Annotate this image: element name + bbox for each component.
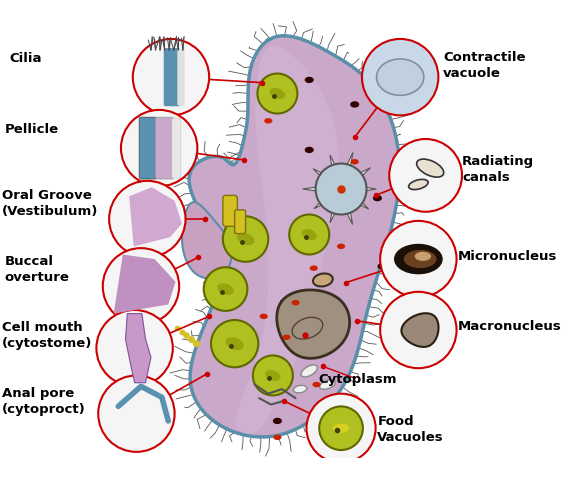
Circle shape [380, 292, 456, 369]
Polygon shape [353, 186, 376, 193]
Circle shape [316, 164, 366, 215]
FancyBboxPatch shape [172, 119, 181, 179]
Ellipse shape [312, 382, 320, 387]
Text: Pellicle: Pellicle [5, 122, 59, 135]
Text: Macronucleus: Macronucleus [457, 319, 561, 332]
Circle shape [211, 320, 258, 368]
Circle shape [223, 217, 269, 262]
Ellipse shape [259, 314, 268, 319]
Polygon shape [341, 200, 353, 225]
Polygon shape [349, 194, 369, 210]
Ellipse shape [301, 365, 318, 377]
Circle shape [389, 140, 462, 212]
Ellipse shape [333, 424, 349, 433]
Ellipse shape [270, 89, 285, 100]
Polygon shape [189, 37, 399, 437]
Circle shape [109, 181, 185, 258]
Ellipse shape [217, 284, 234, 295]
FancyBboxPatch shape [139, 118, 158, 180]
Ellipse shape [377, 264, 386, 270]
Ellipse shape [282, 335, 291, 340]
Circle shape [253, 356, 293, 396]
Polygon shape [330, 156, 341, 179]
Polygon shape [349, 168, 370, 186]
Circle shape [289, 215, 329, 255]
Ellipse shape [237, 233, 254, 246]
Circle shape [380, 221, 456, 298]
Text: Contractile
vacuole: Contractile vacuole [443, 51, 525, 80]
Polygon shape [277, 290, 349, 359]
Text: Cell mouth
(cytostome): Cell mouth (cytostome) [2, 320, 92, 349]
Ellipse shape [320, 380, 335, 389]
Ellipse shape [304, 78, 314, 84]
Text: Micronucleus: Micronucleus [457, 250, 557, 263]
Ellipse shape [377, 60, 424, 96]
Ellipse shape [302, 229, 317, 240]
Ellipse shape [350, 102, 359, 108]
FancyBboxPatch shape [164, 49, 180, 107]
Circle shape [362, 40, 438, 116]
Ellipse shape [304, 147, 314, 154]
FancyBboxPatch shape [178, 50, 184, 106]
Ellipse shape [373, 195, 382, 202]
FancyBboxPatch shape [223, 196, 237, 227]
Polygon shape [313, 169, 333, 186]
Ellipse shape [417, 160, 444, 178]
Polygon shape [129, 188, 182, 247]
Text: Oral Groove
(Vestibulum): Oral Groove (Vestibulum) [2, 189, 98, 218]
Polygon shape [341, 153, 353, 179]
Ellipse shape [337, 244, 345, 250]
Ellipse shape [265, 370, 281, 381]
Circle shape [133, 40, 209, 116]
Polygon shape [114, 255, 175, 314]
Circle shape [98, 376, 175, 452]
Polygon shape [402, 313, 439, 347]
Circle shape [319, 407, 363, 450]
Polygon shape [303, 186, 329, 193]
Circle shape [121, 111, 197, 187]
Text: Food
Vacuoles: Food Vacuoles [377, 414, 444, 443]
Ellipse shape [225, 337, 244, 350]
Polygon shape [236, 47, 338, 434]
Circle shape [257, 74, 298, 114]
Text: Buccal
overture: Buccal overture [5, 254, 69, 283]
Text: Anal pore
(cytoproct): Anal pore (cytoproct) [2, 386, 85, 416]
Circle shape [204, 268, 248, 311]
Ellipse shape [351, 160, 359, 165]
Circle shape [103, 249, 179, 325]
Polygon shape [126, 314, 151, 383]
Ellipse shape [313, 274, 333, 287]
Circle shape [96, 311, 173, 386]
Ellipse shape [332, 409, 341, 415]
Ellipse shape [294, 385, 307, 393]
Circle shape [307, 394, 376, 463]
Ellipse shape [310, 266, 318, 271]
Text: Radiating
canals: Radiating canals [462, 154, 534, 183]
Polygon shape [182, 203, 232, 279]
Ellipse shape [273, 435, 282, 440]
Ellipse shape [264, 119, 273, 124]
Ellipse shape [409, 180, 428, 190]
Ellipse shape [395, 245, 442, 274]
FancyBboxPatch shape [234, 211, 246, 234]
Text: Cilia: Cilia [9, 51, 42, 64]
FancyBboxPatch shape [155, 118, 174, 180]
Polygon shape [330, 200, 341, 223]
Ellipse shape [273, 418, 282, 424]
Ellipse shape [415, 252, 431, 261]
Text: Cytoplasm: Cytoplasm [318, 372, 397, 385]
Ellipse shape [291, 300, 300, 306]
Polygon shape [314, 194, 333, 209]
Ellipse shape [404, 251, 436, 269]
